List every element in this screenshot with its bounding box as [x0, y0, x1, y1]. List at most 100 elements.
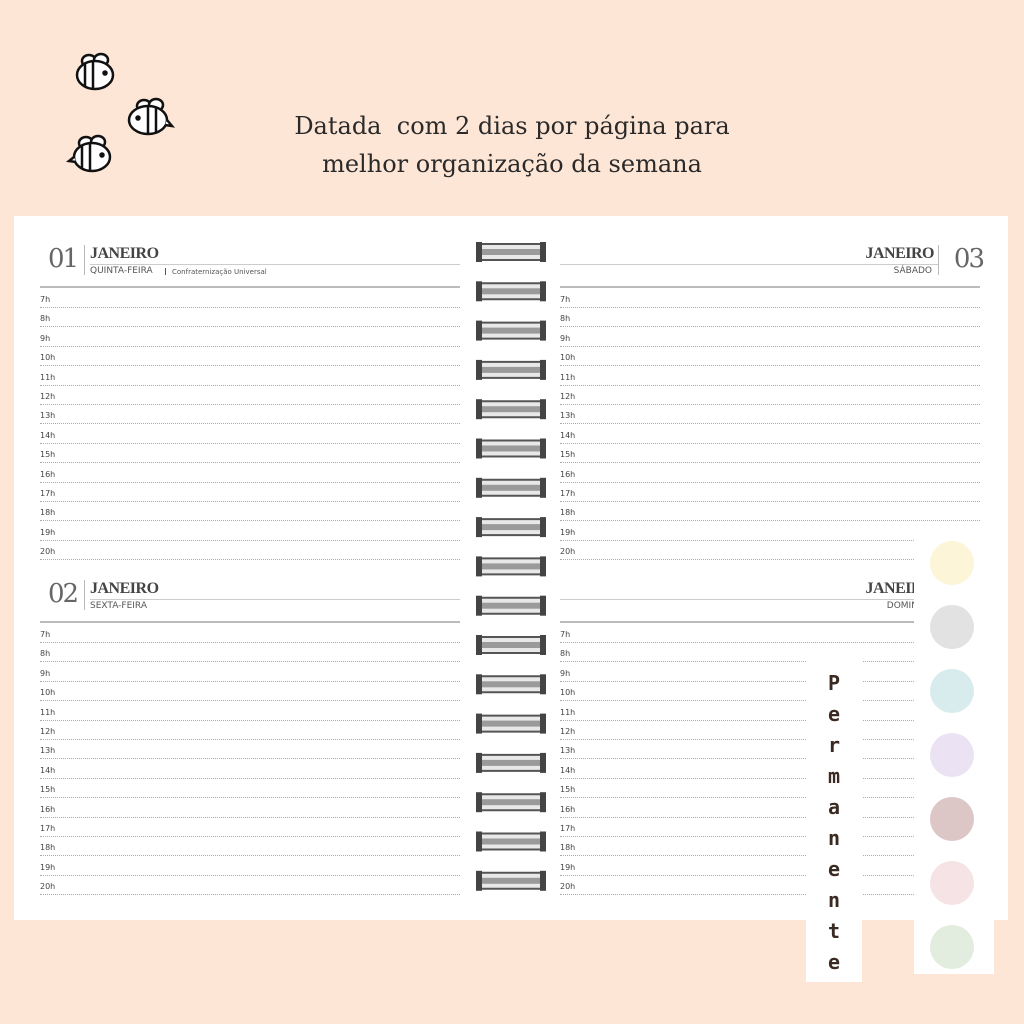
month: JANEIRO [865, 245, 934, 262]
spiral-ring [476, 870, 546, 891]
hour-label: 19h [560, 862, 576, 872]
hour-line [560, 442, 980, 444]
hour-label: 10h [40, 353, 56, 363]
hour-label: 13h [560, 746, 576, 756]
hour-line [560, 326, 980, 328]
color-swatch [930, 541, 974, 585]
hour-line [40, 642, 460, 643]
hour-line [40, 365, 460, 367]
hour-label: 19h [40, 862, 56, 872]
hour-label: 17h [560, 824, 576, 833]
spiral-ring [476, 752, 546, 773]
hour-label: 8h [560, 649, 571, 659]
hour-line [560, 874, 980, 876]
hour-line [40, 661, 460, 663]
hour-label: 18h [560, 843, 576, 853]
separator [165, 268, 166, 275]
headline: melhor organização da semana [322, 150, 702, 178]
hour-line [560, 384, 980, 386]
hour-label: 8h [560, 314, 571, 324]
hour-label: 12h [560, 727, 576, 736]
header-rule [560, 286, 980, 288]
rule [560, 264, 938, 265]
header-rule [40, 621, 460, 623]
hour-label: 14h [40, 765, 56, 775]
hour-label: 13h [40, 411, 56, 421]
hour-label: 14h [560, 430, 576, 440]
spiral-ring [476, 635, 546, 655]
weekday: QUINTA-FEIRA [90, 266, 153, 276]
hour-line [40, 501, 460, 502]
spiral-ring [476, 242, 546, 262]
weekday: SEXTA-FEIRA [90, 601, 147, 611]
hour-label: 15h [560, 450, 576, 460]
rule [90, 264, 460, 265]
hour-line [560, 345, 980, 347]
hour-label: 11h [560, 707, 576, 717]
day-number: 01 [48, 244, 79, 274]
hour-label: 7h [560, 295, 571, 304]
hour-label: 9h [40, 668, 51, 678]
hour-line [560, 816, 980, 818]
hour-label: 20h [40, 882, 56, 892]
hour-line [560, 365, 980, 367]
spiral-ring [476, 320, 546, 341]
hour-label: 17h [40, 824, 56, 833]
hour-line [560, 642, 980, 643]
hour-line [40, 345, 460, 347]
spiral-ring [476, 281, 546, 302]
spiral-ring [476, 595, 546, 616]
hour-label: 16h [560, 469, 576, 479]
color-swatch [930, 797, 974, 841]
hour-line [40, 384, 460, 386]
tab-label: Permanente [827, 671, 841, 974]
tab [806, 660, 862, 982]
spiral-ring [476, 556, 546, 577]
hour-line [40, 836, 460, 837]
hour-label: 15h [40, 785, 56, 795]
header-rule [40, 286, 460, 288]
spiral-ring [476, 713, 546, 734]
hour-label: 15h [40, 450, 56, 460]
hour-label: 12h [40, 392, 56, 401]
spiral-ring [476, 674, 546, 695]
hour-label: 9h [560, 668, 571, 678]
color-swatch [930, 861, 974, 905]
spiral-ring [476, 792, 546, 813]
hour-line [560, 797, 980, 799]
hour-line [40, 442, 460, 444]
hour-line [560, 855, 980, 857]
hour-label: 14h [560, 765, 576, 775]
spiral-ring [476, 831, 546, 852]
hour-label: 16h [560, 804, 576, 814]
hour-line [560, 894, 980, 896]
hour-label: 10h [40, 688, 56, 698]
hour-label: 15h [560, 785, 576, 795]
hour-label: 19h [40, 527, 56, 537]
hour-line [560, 777, 980, 779]
hour-label: 13h [560, 411, 576, 421]
hour-label: 17h [560, 489, 576, 498]
hour-line [40, 700, 460, 702]
hour-line [40, 307, 460, 308]
spiral-ring [476, 359, 546, 380]
hour-label: 16h [40, 469, 56, 479]
hour-line [40, 326, 460, 328]
hour-label: 18h [40, 508, 56, 518]
hour-label: 13h [40, 746, 56, 756]
hour-line [560, 462, 980, 464]
hour-line [40, 816, 460, 818]
hour-line [40, 874, 460, 876]
hour-line [560, 836, 980, 837]
hour-line [40, 739, 460, 740]
hour-line [40, 520, 460, 522]
hour-label: 19h [560, 527, 576, 537]
rule [90, 599, 460, 600]
rule [560, 599, 938, 600]
hour-label: 10h [560, 353, 576, 363]
hour-line [560, 423, 980, 425]
hour-line [560, 680, 980, 682]
month: JANEIRO [90, 245, 159, 262]
